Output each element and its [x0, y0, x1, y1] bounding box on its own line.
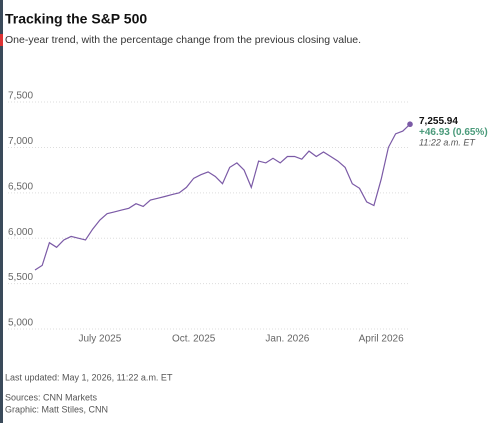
line-series	[34, 123, 411, 271]
y-tick-label: 6,500	[8, 181, 33, 192]
last-value-label: 7,255.94	[419, 116, 458, 127]
x-tick-label: April 2026	[359, 334, 404, 345]
graphic-credit: Graphic: Matt Stiles, CNN	[5, 404, 108, 414]
edge-strip	[0, 0, 3, 423]
chart-subtitle: One-year trend, with the percentage chan…	[5, 34, 361, 46]
y-tick-label: 6,000	[8, 227, 33, 238]
x-tick-label: Oct. 2025	[172, 334, 216, 345]
sources: Sources: CNN Markets	[5, 392, 98, 402]
x-tick-label: Jan. 2026	[265, 334, 309, 345]
last-point	[407, 121, 413, 128]
chart-title: Tracking the S&P 500	[5, 11, 147, 27]
time-label: 11:22 a.m. ET	[419, 138, 476, 148]
y-tick-label: 7,000	[8, 136, 33, 147]
change-label: +46.93 (0.65%)	[419, 127, 488, 138]
x-tick-label: July 2025	[78, 334, 121, 345]
y-tick-label: 7,500	[8, 91, 33, 102]
y-tick-label: 5,000	[8, 318, 33, 329]
edge-accent	[0, 34, 3, 46]
last-updated: Last updated: May 1, 2026, 11:22 a.m. ET	[5, 372, 173, 382]
y-tick-label: 5,500	[8, 272, 33, 283]
